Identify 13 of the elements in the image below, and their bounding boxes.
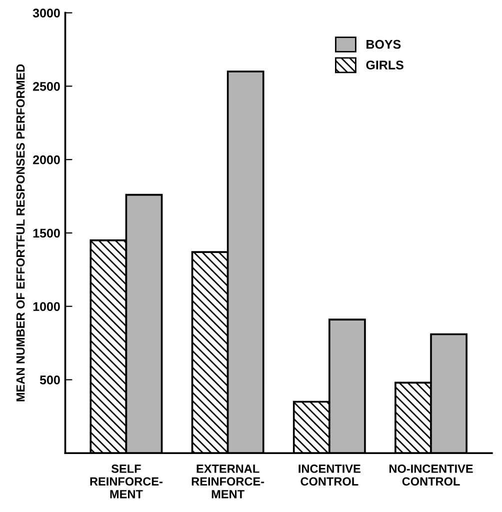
y-axis-title: MEAN NUMBER OF EFFORTFUL RESPONSES PERFORMED (16, 64, 25, 402)
y-tick-label: 1000 (33, 302, 60, 311)
y-tick-label: 2500 (33, 82, 60, 91)
x-tick-label: SELF REINFORCE- MENT (90, 464, 162, 498)
x-tick-label: INCENTIVE CONTROL (298, 464, 360, 486)
legend-label: BOYS (366, 40, 401, 49)
y-tick-label: 1500 (33, 228, 60, 238)
y-tick-label: 2000 (33, 155, 60, 164)
y-tick-label: 500 (40, 376, 60, 384)
legend-label: GIRLS (366, 60, 404, 70)
y-tick-label: 3000 (32, 8, 60, 18)
x-tick-label: NO-INCENTIVE CONTROL (389, 464, 473, 486)
x-tick-label: EXTERNAL REINFORCE- MENT (192, 464, 264, 498)
